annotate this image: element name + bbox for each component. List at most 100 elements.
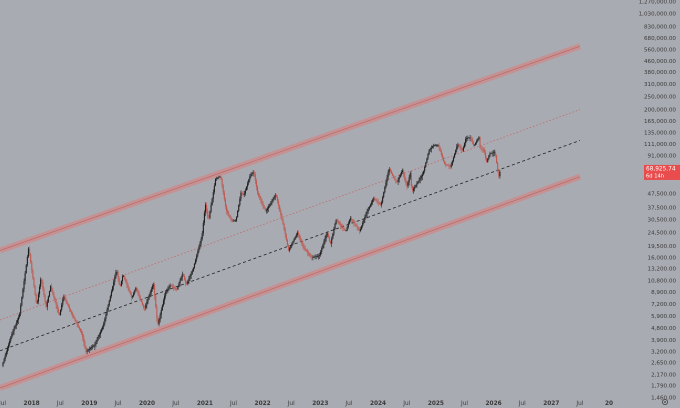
candle bbox=[483, 147, 485, 155]
candle bbox=[260, 195, 262, 204]
candle bbox=[453, 152, 456, 159]
candle bbox=[165, 289, 167, 299]
y-tick-label: 830,000.00 bbox=[644, 24, 676, 30]
candle-body bbox=[106, 309, 108, 315]
candle bbox=[90, 345, 93, 351]
candle-body bbox=[471, 138, 473, 142]
candle-body bbox=[87, 349, 89, 351]
candle bbox=[130, 291, 132, 301]
candle-body bbox=[95, 341, 97, 345]
candle-body bbox=[243, 193, 245, 195]
y-tick-label: 47,500.00 bbox=[648, 192, 677, 198]
candle-body bbox=[473, 144, 476, 146]
candle bbox=[305, 248, 307, 252]
candle-body bbox=[5, 351, 7, 356]
y-tick-label: 37,500.00 bbox=[648, 206, 677, 212]
candle-body bbox=[446, 164, 448, 166]
candle-body bbox=[450, 164, 452, 167]
candle bbox=[190, 271, 192, 279]
candle-body bbox=[69, 308, 72, 312]
candle bbox=[213, 182, 215, 195]
candle-body bbox=[269, 204, 271, 207]
y-tick-label: 24,500.00 bbox=[648, 230, 677, 236]
candle-body bbox=[282, 219, 284, 225]
candle bbox=[204, 202, 207, 217]
candle bbox=[251, 172, 253, 176]
settings-gear-icon[interactable] bbox=[662, 398, 669, 405]
candle bbox=[154, 282, 156, 300]
candle bbox=[109, 294, 111, 302]
candle-body bbox=[223, 192, 225, 200]
candle bbox=[459, 143, 461, 151]
candle bbox=[484, 149, 487, 161]
candle bbox=[7, 342, 10, 351]
candle bbox=[392, 172, 394, 177]
candle bbox=[496, 154, 498, 164]
candle-body bbox=[321, 248, 323, 252]
candle bbox=[166, 288, 168, 294]
candle bbox=[104, 317, 106, 326]
candle-body bbox=[11, 333, 13, 338]
candle-body bbox=[439, 147, 441, 151]
candle-body bbox=[68, 306, 70, 309]
candle-body bbox=[430, 147, 432, 150]
candle-body bbox=[312, 257, 314, 258]
candle-body bbox=[256, 186, 259, 194]
x-tick-label: Jul bbox=[518, 401, 526, 407]
candle-body bbox=[330, 241, 332, 244]
candle-body bbox=[213, 185, 215, 193]
candle-body bbox=[210, 204, 212, 212]
candle-body bbox=[152, 284, 155, 286]
candle bbox=[118, 277, 120, 286]
candle bbox=[98, 332, 100, 339]
candle bbox=[182, 273, 184, 277]
candle-body bbox=[220, 176, 222, 180]
candle bbox=[159, 312, 161, 323]
y-tick-label: 165,000.00 bbox=[644, 119, 676, 125]
candle-body bbox=[245, 186, 248, 191]
candle bbox=[237, 210, 239, 218]
candle-body bbox=[199, 243, 201, 248]
candle bbox=[310, 252, 312, 259]
candle-body bbox=[242, 193, 244, 195]
candle bbox=[445, 162, 447, 168]
candle-body bbox=[108, 300, 110, 306]
candle bbox=[456, 144, 458, 153]
candle bbox=[356, 223, 358, 231]
candle bbox=[13, 325, 15, 335]
x-tick-label: 2027 bbox=[543, 401, 559, 407]
y-tick-label: 680,000.00 bbox=[644, 36, 676, 42]
candle-body bbox=[64, 296, 66, 300]
candle bbox=[347, 221, 349, 229]
y-tick-label: 91,000.00 bbox=[648, 154, 677, 160]
candle bbox=[214, 177, 217, 187]
candle-body bbox=[296, 232, 298, 235]
candle bbox=[107, 303, 109, 312]
candle bbox=[167, 286, 169, 294]
candle bbox=[155, 294, 157, 309]
candle-body bbox=[138, 293, 140, 297]
y-tick-label: 19,500.00 bbox=[648, 244, 677, 250]
candle-body bbox=[113, 281, 115, 287]
candle-body bbox=[17, 317, 20, 321]
candle bbox=[191, 269, 193, 275]
candle bbox=[127, 283, 129, 292]
candle-body bbox=[442, 157, 445, 162]
candle bbox=[263, 205, 265, 210]
candle bbox=[235, 216, 238, 223]
candle bbox=[323, 239, 325, 249]
candle bbox=[493, 149, 495, 157]
candle bbox=[378, 201, 380, 205]
candle-body bbox=[204, 204, 207, 213]
candle bbox=[419, 175, 421, 184]
candle-body bbox=[102, 326, 104, 330]
candle-body bbox=[411, 186, 414, 191]
price-axis[interactable]: 1,270,000.00 1,030,000.00 830,000.00 680,00… bbox=[639, 0, 677, 402]
candle bbox=[486, 156, 488, 163]
candle bbox=[393, 174, 395, 179]
candle bbox=[220, 175, 222, 181]
candle bbox=[292, 240, 294, 246]
time-axis[interactable]: Jul 2018 Jul 2019 Jul 2020 Jul 2021 Jul 2022 Jul 20… bbox=[0, 401, 613, 407]
candle-body bbox=[175, 288, 177, 290]
